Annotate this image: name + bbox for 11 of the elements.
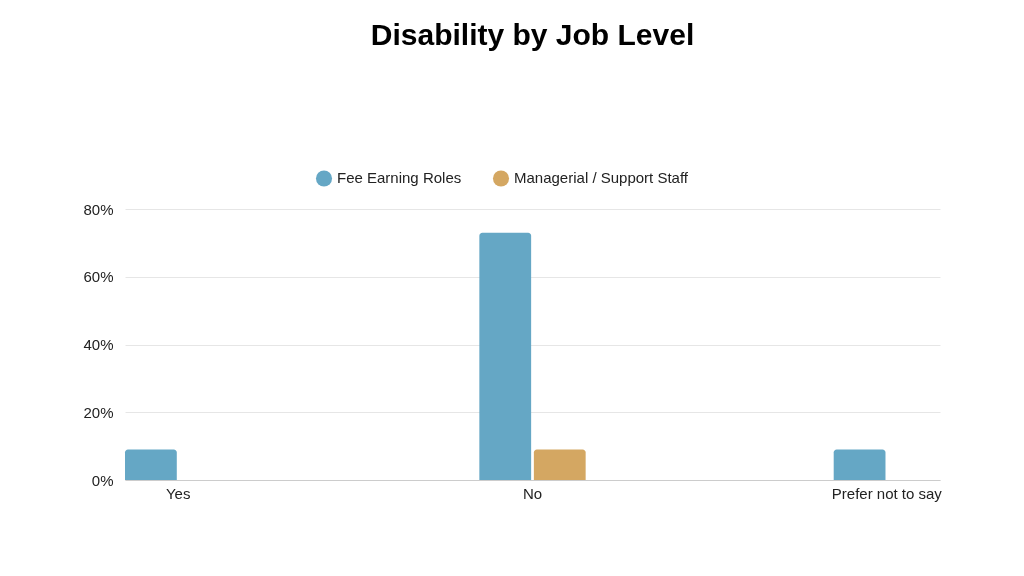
x-tick-label: No (522, 484, 543, 502)
x-tick-label: Yes (165, 484, 191, 502)
y-tick-label: 60% (83, 268, 114, 286)
y-tick-label: 80% (83, 200, 114, 218)
x-tick-label: Prefer not to say (831, 484, 943, 502)
y-tick-label: 20% (83, 403, 114, 421)
legend-label: Fee Earning Roles (337, 169, 462, 187)
legend-label: Managerial / Support Staff (514, 169, 689, 187)
y-tick-label: 0% (91, 471, 114, 489)
chart-title: Disability by Job Level (370, 18, 695, 51)
y-tick-label: 40% (83, 336, 114, 353)
